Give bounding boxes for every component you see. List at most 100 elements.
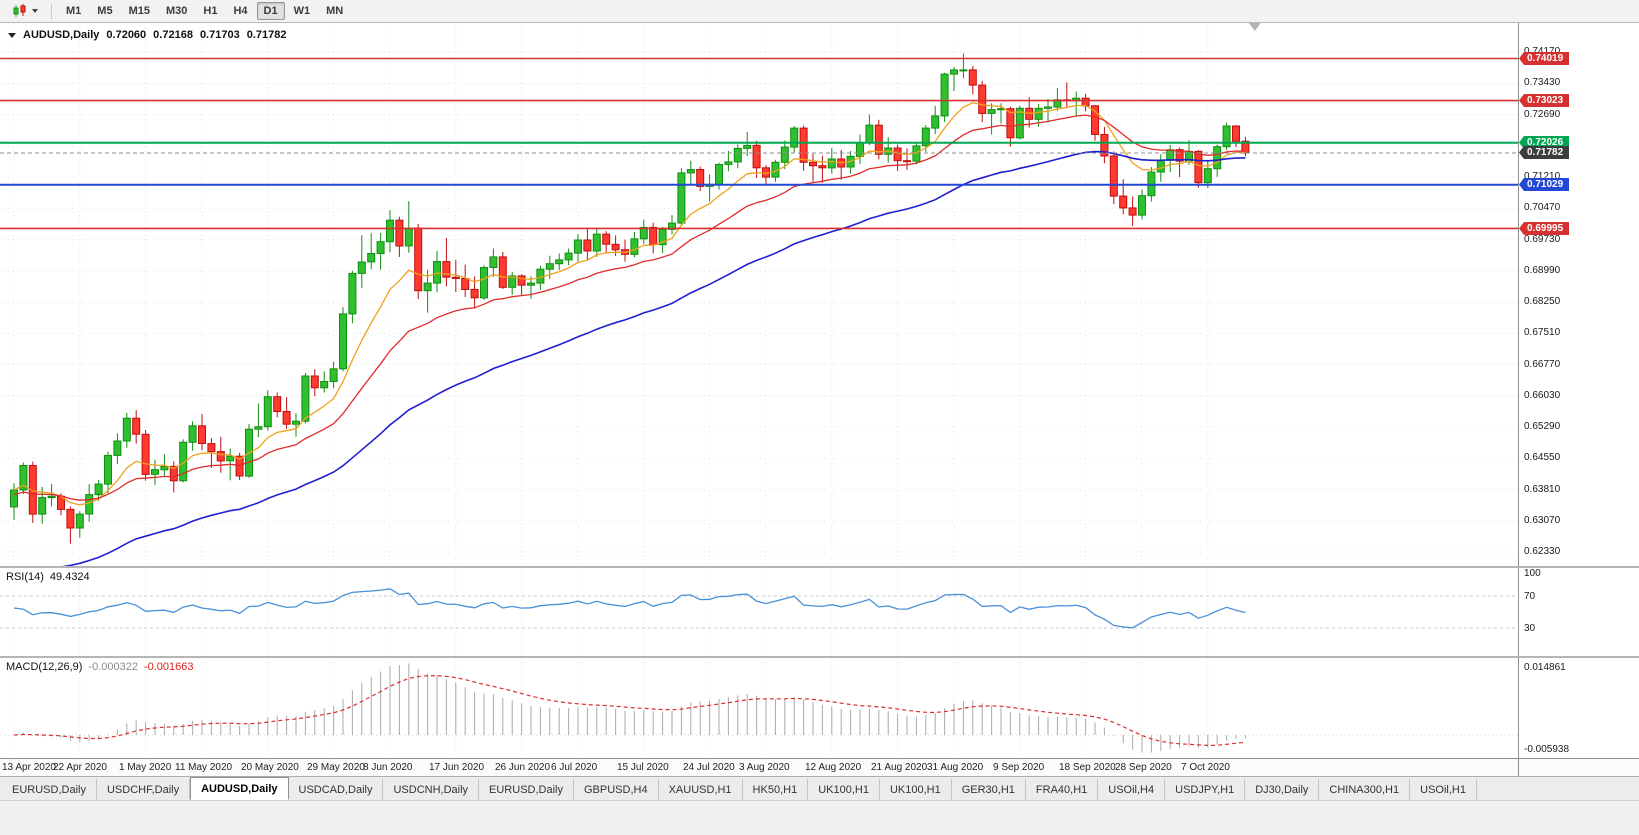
rsi-panel[interactable]: RSI(14) 49.4324 100 70 30 bbox=[0, 568, 1639, 656]
rsi-line bbox=[13, 588, 1246, 629]
price-axis-tick: 0.69730 bbox=[1524, 234, 1561, 245]
date-axis-label: 11 May 2020 bbox=[175, 762, 233, 773]
grid bbox=[0, 23, 1518, 566]
ohlc-low: 0.71703 bbox=[199, 29, 240, 41]
chart-type-button[interactable] bbox=[6, 1, 44, 21]
date-axis-label: 1 May 2020 bbox=[119, 762, 172, 773]
chart-tab-gbpusd-h4[interactable]: GBPUSD,H4 bbox=[574, 779, 659, 800]
price-axis[interactable]: 0.741700.734300.726900.719500.712100.704… bbox=[1519, 23, 1639, 566]
chart-tab-usdcad-daily[interactable]: USDCAD,Daily bbox=[288, 779, 384, 800]
price-level-label[interactable]: 0.74019 bbox=[1519, 52, 1570, 65]
timeframe-button-m30[interactable]: M30 bbox=[165, 5, 188, 17]
panel-separator[interactable] bbox=[0, 656, 1639, 658]
date-axis-label: 20 May 2020 bbox=[241, 762, 299, 773]
date-axis-label: 17 Jun 2020 bbox=[429, 762, 485, 773]
chart-tab-dj30-daily[interactable]: DJ30,Daily bbox=[1245, 779, 1320, 800]
chart-window[interactable]: AUDUSD,Daily 0.72060 0.72168 0.71703 0.7… bbox=[0, 23, 1639, 758]
timeframes-toolbar: M1 M5 M15 M30 H1 H4 D1 W1 MN bbox=[0, 0, 1639, 23]
price-level-label[interactable]: 0.69995 bbox=[1519, 222, 1570, 235]
date-axis-label: 21 Aug 2020 bbox=[871, 762, 928, 773]
date-axis-label: 6 Jul 2020 bbox=[551, 762, 598, 773]
rsi-value: 49.4324 bbox=[49, 571, 90, 583]
macd-axis-max: 0.014861 bbox=[1524, 662, 1566, 673]
price-axis-tick: 0.71210 bbox=[1524, 171, 1561, 182]
main-chart-panel[interactable]: AUDUSD,Daily 0.72060 0.72168 0.71703 0.7… bbox=[0, 23, 1639, 566]
chart-tab-xauusd-h1[interactable]: XAUUSD,H1 bbox=[658, 779, 743, 800]
rsi-canvas[interactable] bbox=[0, 568, 1639, 656]
chart-shift-marker[interactable] bbox=[1248, 23, 1261, 31]
date-axis-label: 8 Jun 2020 bbox=[363, 762, 413, 773]
time-axis[interactable]: 13 Apr 2020 22 Apr 2020 1 May 2020 11 May 2… bbox=[0, 758, 1639, 777]
macd-value-signal: -0.001663 bbox=[143, 661, 194, 673]
date-axis-label: 31 Aug 2020 bbox=[927, 762, 984, 773]
timeframe-button-m15[interactable]: M15 bbox=[128, 5, 150, 17]
timeframe-button-d1[interactable]: D1 bbox=[256, 2, 285, 20]
rsi-axis-tick: 100 bbox=[1524, 568, 1541, 579]
chevron-down-icon bbox=[32, 9, 38, 13]
chart-tab-usdcnh-daily[interactable]: USDCNH,Daily bbox=[383, 779, 480, 800]
ohlc-high: 0.72168 bbox=[153, 29, 193, 41]
rsi-axis-tick: 30 bbox=[1524, 623, 1536, 634]
date-axis-label: 26 Jun 2020 bbox=[495, 762, 551, 773]
moving-averages bbox=[13, 102, 1246, 566]
timeframe-button-mn[interactable]: MN bbox=[326, 5, 344, 17]
date-axis-label: 15 Jul 2020 bbox=[617, 762, 669, 773]
price-level-label[interactable]: 0.72026 bbox=[1519, 136, 1570, 149]
price-axis-tick: 0.64550 bbox=[1524, 452, 1561, 463]
collapse-arrow-icon[interactable] bbox=[8, 32, 16, 38]
price-axis-tick: 0.73430 bbox=[1524, 77, 1561, 88]
price-axis-tick: 0.62330 bbox=[1524, 546, 1561, 557]
price-axis-tick: 0.66030 bbox=[1524, 390, 1561, 401]
price-level-label[interactable]: 0.71029 bbox=[1519, 178, 1570, 191]
chart-tab-uk100-h1[interactable]: UK100,H1 bbox=[808, 779, 880, 800]
chart-info: AUDUSD,Daily 0.72060 0.72168 0.71703 0.7… bbox=[8, 29, 286, 41]
candles bbox=[10, 53, 1250, 544]
chart-tab-hk50-h1[interactable]: HK50,H1 bbox=[742, 779, 809, 800]
price-axis-tick: 0.63810 bbox=[1524, 484, 1561, 495]
price-axis-tick: 0.63070 bbox=[1524, 515, 1561, 526]
chart-tab-usdjpy-h1[interactable]: USDJPY,H1 bbox=[1165, 779, 1246, 800]
chart-tab-eurusd-daily[interactable]: EURUSD,Daily bbox=[2, 779, 97, 800]
macd-panel[interactable]: MACD(12,26,9) -0.000322 -0.001663 0.0148… bbox=[0, 658, 1639, 758]
timeframe-button-w1[interactable]: W1 bbox=[293, 5, 311, 17]
timeframe-button-h1[interactable]: H1 bbox=[203, 5, 218, 17]
date-axis-label: 29 May 2020 bbox=[307, 762, 365, 773]
date-axis-label: 12 Aug 2020 bbox=[805, 762, 862, 773]
chart-tabs-bar: EURUSD,Daily USDCHF,Daily AUDUSD,Daily USDC… bbox=[0, 776, 1639, 800]
chart-symbol-label: AUDUSD,Daily bbox=[23, 29, 100, 41]
chart-tab-usoil-h4[interactable]: USOil,H4 bbox=[1098, 779, 1166, 800]
chart-tab-usdchf-daily[interactable]: USDCHF,Daily bbox=[96, 779, 191, 800]
timeframe-button-h4[interactable]: H4 bbox=[233, 5, 248, 17]
rsi-name: RSI(14) bbox=[6, 571, 44, 583]
price-axis-tick: 0.72690 bbox=[1524, 109, 1561, 120]
rsi-axis[interactable]: 100 70 30 bbox=[1519, 568, 1639, 656]
price-axis-tick: 0.74170 bbox=[1524, 46, 1561, 57]
chart-tab-ger30-h1[interactable]: GER30,H1 bbox=[951, 779, 1026, 800]
date-axis-label: 24 Jul 2020 bbox=[683, 762, 735, 773]
macd-canvas[interactable] bbox=[0, 658, 1639, 758]
chart-tab-usoil-h1[interactable]: USOil,H1 bbox=[1410, 779, 1477, 800]
chart-tab-eurusd-daily[interactable]: EURUSD,Daily bbox=[479, 779, 574, 800]
toolbar-separator bbox=[51, 3, 52, 19]
price-axis-tick: 0.66770 bbox=[1524, 359, 1561, 370]
price-axis-tick: 0.70470 bbox=[1524, 202, 1561, 213]
ma-fast-orange bbox=[13, 102, 1246, 506]
status-bar bbox=[0, 800, 1639, 835]
price-axis-tick: 0.67510 bbox=[1524, 327, 1561, 338]
chart-tab-audusd-daily[interactable]: AUDUSD,Daily bbox=[190, 777, 289, 800]
chart-tab-china300-h1[interactable]: CHINA300,H1 bbox=[1319, 779, 1411, 800]
rsi-label: RSI(14) 49.4324 bbox=[6, 571, 90, 583]
current-price-label[interactable]: 0.71782 bbox=[1519, 146, 1570, 159]
macd-axis-min: -0.005938 bbox=[1524, 744, 1570, 755]
chart-tab-uk100-h1[interactable]: UK100,H1 bbox=[879, 779, 952, 800]
timeframe-button-m5[interactable]: M5 bbox=[97, 5, 113, 17]
rsi-axis-tick: 70 bbox=[1524, 591, 1536, 602]
date-axis-label: 7 Oct 2020 bbox=[1181, 762, 1230, 773]
price-chart-canvas[interactable] bbox=[0, 23, 1639, 566]
panel-separator[interactable] bbox=[0, 566, 1639, 568]
ohlc-open: 0.72060 bbox=[106, 29, 147, 41]
ma-mid-red bbox=[13, 114, 1246, 501]
timeframe-button-m1[interactable]: M1 bbox=[66, 5, 82, 17]
chart-tab-fra40-h1[interactable]: FRA40,H1 bbox=[1025, 779, 1099, 800]
price-level-label[interactable]: 0.73023 bbox=[1519, 94, 1570, 107]
